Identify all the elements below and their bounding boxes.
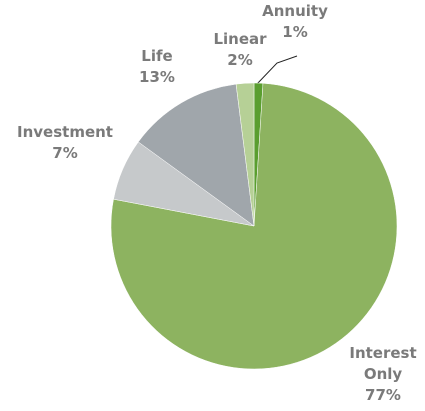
slice-label-line: Annuity <box>262 2 328 20</box>
slice-label-line: Life <box>141 47 172 65</box>
slice-label: Interest Only <box>349 344 416 383</box>
slice-value-label: 13% <box>139 68 175 86</box>
pie-slice <box>137 83 255 227</box>
slice-label-line: Investment <box>17 123 113 141</box>
slice-value-label: 1% <box>282 23 307 41</box>
slice-label: Annuity <box>262 2 328 20</box>
slice-label: Investment <box>17 123 113 141</box>
slice-value-label: 77% <box>365 386 401 404</box>
slice-label-line: Only <box>364 365 403 383</box>
leader-line <box>256 55 298 85</box>
pie-slice <box>235 82 255 227</box>
slice-label: Linear <box>213 30 267 48</box>
slice-value-label: 2% <box>227 51 252 69</box>
slice-label-line: Interest <box>349 344 416 362</box>
slice-label: Life <box>141 47 172 65</box>
slice-label-line: Linear <box>213 30 267 48</box>
slice-value-label: 7% <box>52 144 77 162</box>
